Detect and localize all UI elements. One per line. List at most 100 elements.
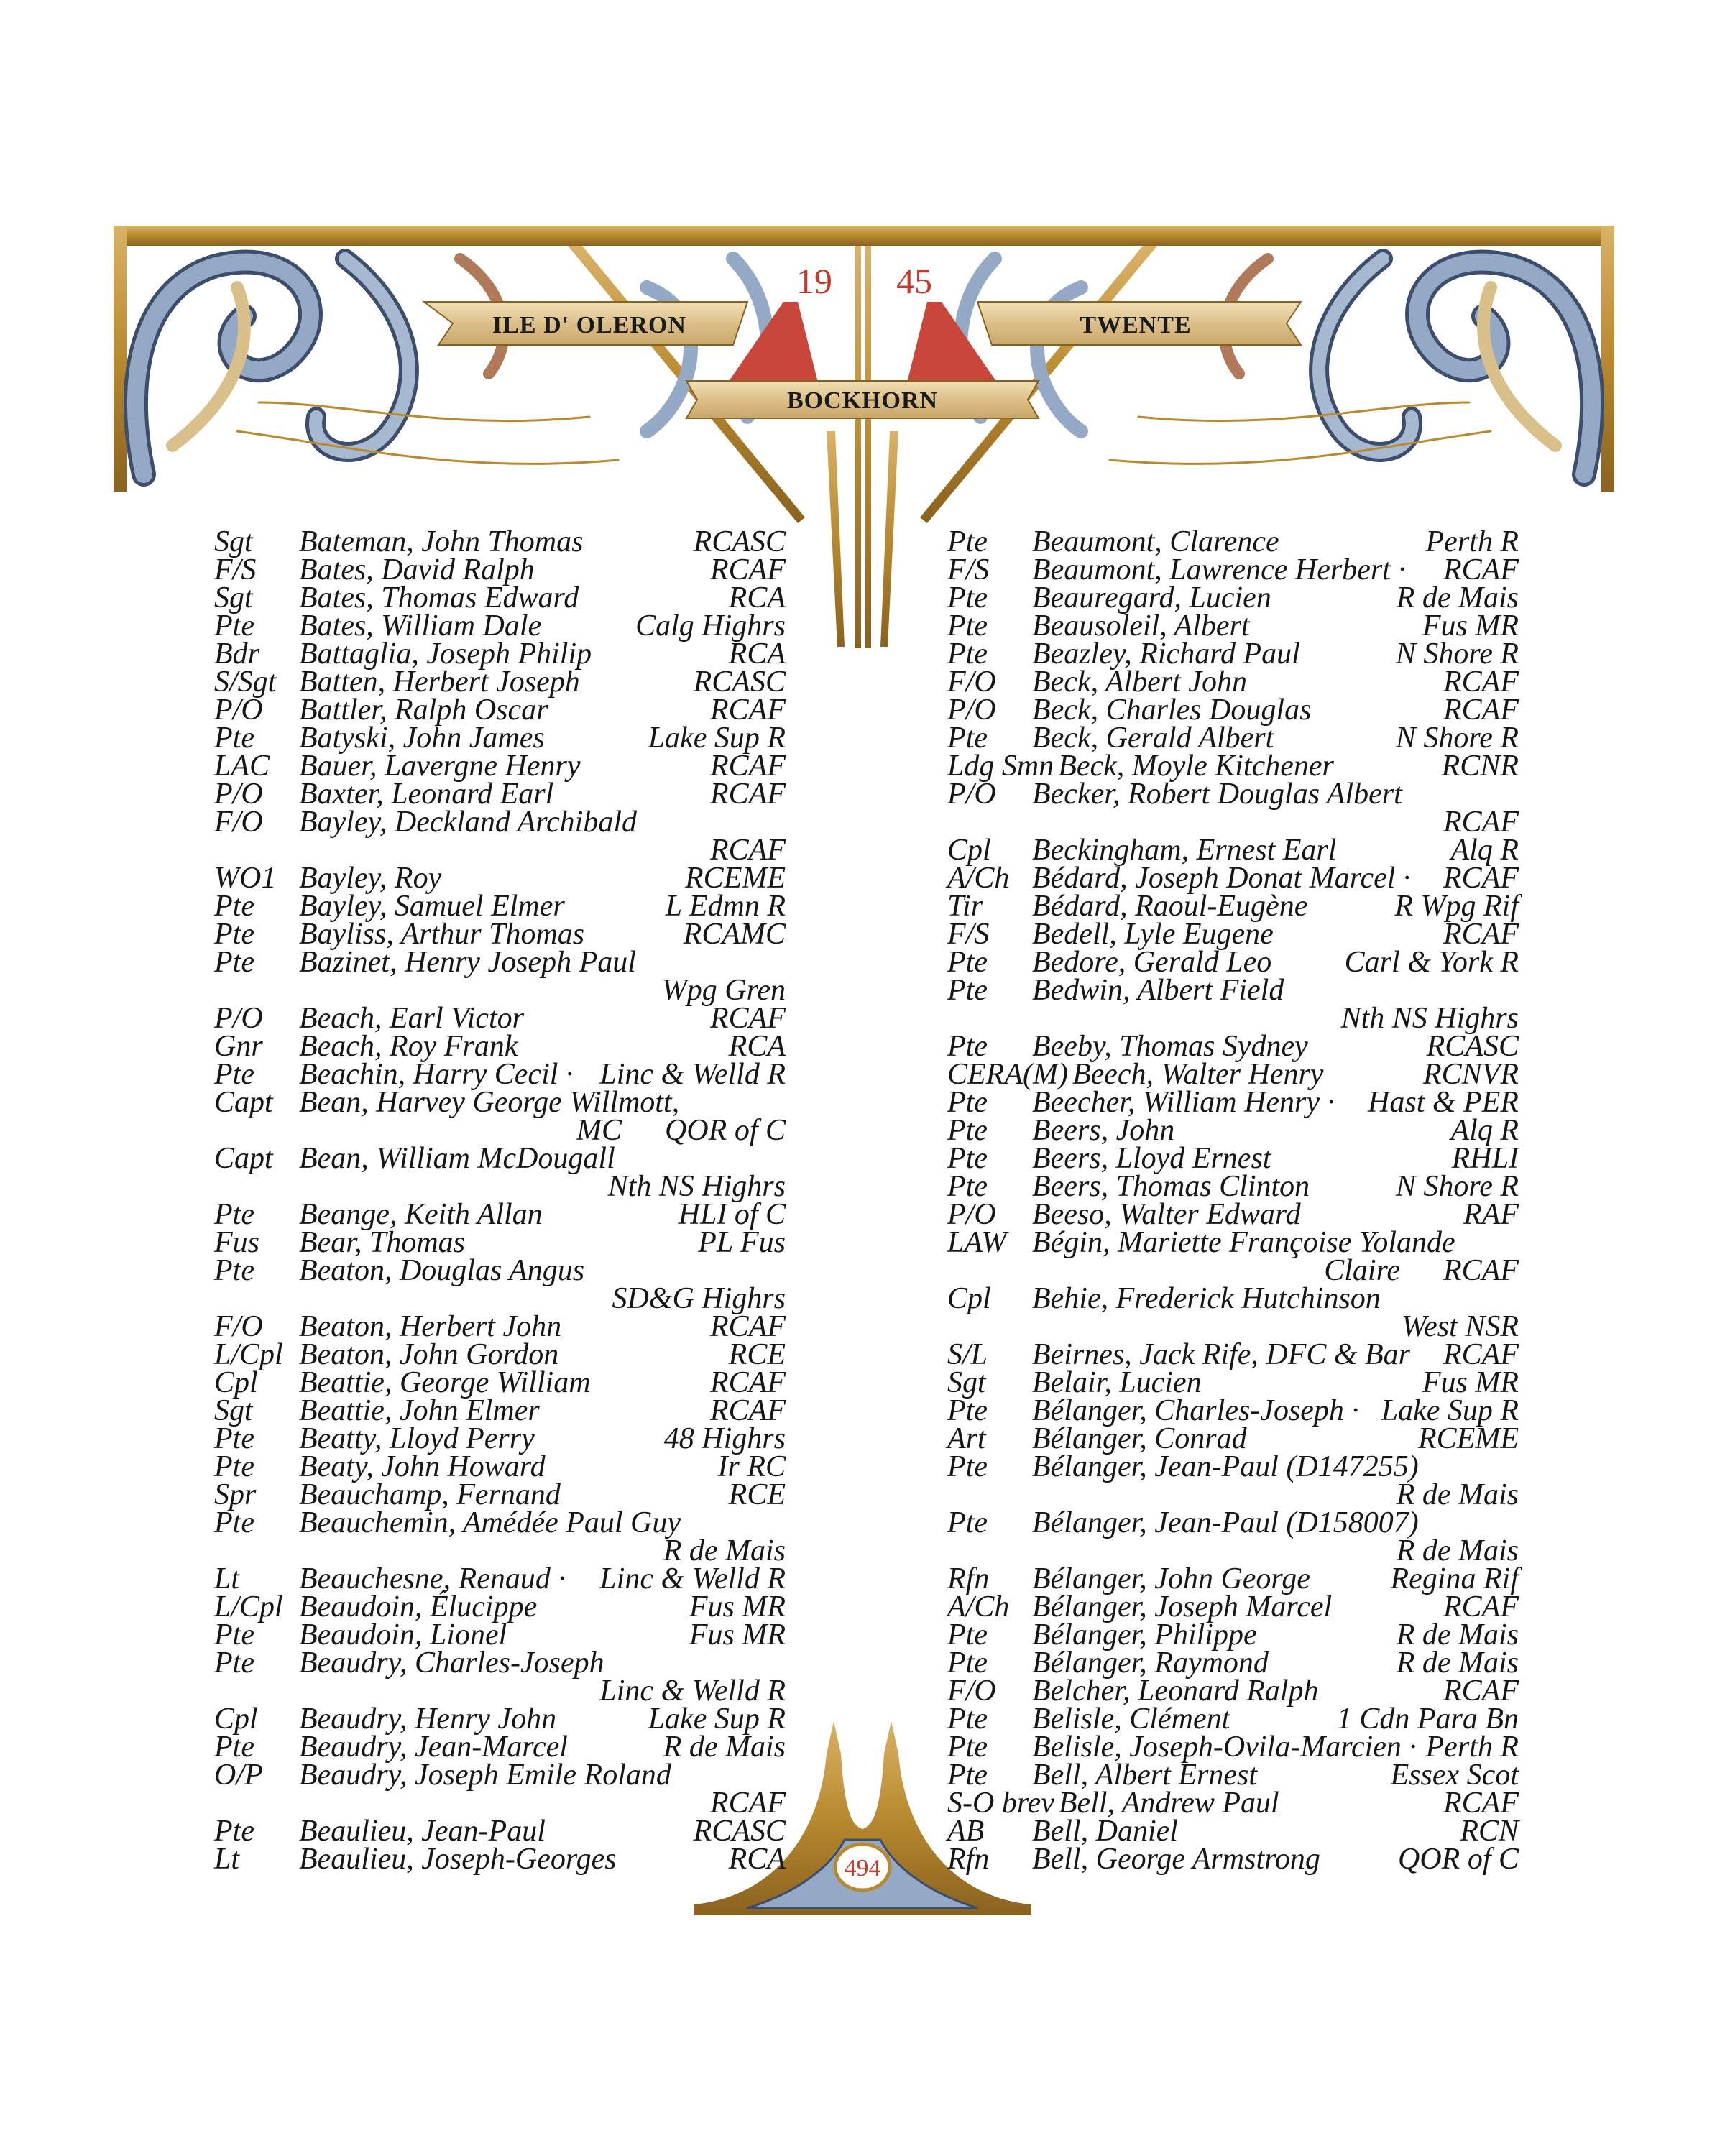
entry-line: P/O Beach, Earl Victor RCAF — [214, 1003, 786, 1033]
entry-line: Pte Beachin, Harry Cecil · Linc & Welld R — [214, 1059, 786, 1089]
name: Beaudoin, Élucippe — [299, 1590, 538, 1623]
rank: S-O brev — [947, 1787, 1054, 1820]
entry-line: Pte Bélanger, Jean-Paul (D158007) — [947, 1508, 1519, 1538]
unit: RCAF — [1443, 694, 1519, 727]
name: Beck, Albert John — [1032, 665, 1247, 699]
entry-line: LAC Bauer, Lavergne Henry RCAF — [214, 750, 786, 783]
name-continuation: Claire — [1324, 1254, 1401, 1287]
entry-line: Pte Belisle, Joseph-Ovila-Marcien · Perth … — [947, 1731, 1519, 1764]
name: Bell, Daniel — [1032, 1815, 1178, 1848]
name: Bateman, John Thomas — [299, 525, 584, 558]
name: Beaulieu, Joseph-Georges — [299, 1843, 617, 1876]
name: Beatty, Lloyd Perry — [299, 1422, 535, 1455]
name: Beech, Walter Henry — [1072, 1058, 1324, 1091]
roll-entry: Fus Bear, Thomas PL Fus — [214, 1226, 786, 1259]
entry-line: Pte Beeby, Thomas Sydney RCASC — [947, 1030, 1519, 1063]
entry-line: L/Cpl Beaudoin, Élucippe Fus MR — [214, 1590, 786, 1623]
name: Bauer, Lavergne Henry — [299, 750, 581, 783]
rank: A/Ch — [947, 862, 1010, 895]
entry-line: Pte Beers, Thomas Clinton N Shore R — [947, 1170, 1519, 1203]
entry-line: Pte Bazinet, Henry Joseph Paul — [214, 947, 786, 977]
name: Beaty, John Howard — [299, 1450, 546, 1483]
rank: Lt — [214, 1843, 240, 1876]
name: Bell, Andrew Paul — [1058, 1787, 1279, 1820]
unit: PL Fus — [698, 1226, 786, 1259]
name: Beaulieu, Jean-Paul — [299, 1815, 546, 1848]
rank: Pte — [947, 974, 988, 1007]
name: Belisle, Joseph-Ovila-Marcien · — [1032, 1731, 1417, 1764]
unit: Carl & York R — [1344, 946, 1519, 979]
rank: P/O — [214, 778, 263, 811]
entry-line-continued: R de Mais — [947, 1480, 1519, 1510]
roll-entry: Pte Bélanger, Jean-Paul (D147255) R de Mai… — [947, 1452, 1519, 1510]
roll-entry: F/S Bates, David Ralph RCAF — [214, 553, 786, 586]
unit: RCAF — [710, 1366, 786, 1399]
unit: RCAF — [1443, 1787, 1519, 1820]
name: Bedell, Lyle Eugene — [1032, 918, 1274, 951]
unit: RCAF — [710, 1787, 786, 1820]
rank: Pte — [214, 1506, 254, 1539]
unit: Fus MR — [1422, 609, 1519, 642]
roll-entry: P/O Beeso, Walter Edward RAF — [947, 1199, 1519, 1230]
roll-entry: Pte Beaulieu, Jean-Paul RCASC — [214, 1815, 786, 1848]
rank: S/L — [947, 1338, 988, 1371]
rank: F/S — [947, 553, 990, 586]
entry-line: P/O Becker, Robert Douglas Albert — [947, 779, 1519, 809]
entry-line: Bdr Battaglia, Joseph Philip RCA — [214, 639, 786, 669]
unit: RCAF — [710, 553, 786, 586]
roll-entry: Pte Bedore, Gerald Leo Carl & York R — [947, 946, 1519, 979]
name: Batyski, John James — [299, 722, 545, 755]
roll-entry: Pte Bates, William Dale Calg Highrs — [214, 611, 786, 641]
roll-entry: Pte Beeby, Thomas Sydney RCASC — [947, 1030, 1519, 1063]
entry-line: Pte Beers, Lloyd Ernest RHLI — [947, 1143, 1519, 1174]
name: Bean, Harvey George Willmott, — [299, 1086, 680, 1119]
entry-line: Pte Beecher, William Henry · Hast & PER — [947, 1087, 1519, 1118]
rank: Pte — [214, 1815, 254, 1848]
rank: Sgt — [214, 525, 253, 558]
entry-line: Sgt Beattie, John Elmer RCAF — [214, 1396, 786, 1426]
entry-line: S/Sgt Batten, Herbert Joseph RCASC — [214, 667, 786, 697]
name: Beauregard, Lucien — [1032, 581, 1271, 614]
unit: Fus MR — [1422, 1366, 1519, 1399]
roll-entry: Sgt Belair, Lucien Fus MR — [947, 1366, 1519, 1399]
roll-entry: Pte Beauregard, Lucien R de Mais — [947, 581, 1519, 614]
unit: N Shore R — [1395, 637, 1519, 671]
roll-entry: CERA(M) Beech, Walter Henry RCNVR — [947, 1058, 1519, 1091]
entry-line-continued: Claire RCAF — [947, 1254, 1519, 1287]
rank: F/S — [214, 553, 257, 586]
entry-line-continued: MC QOR of C — [214, 1115, 786, 1146]
rank: Pte — [947, 1731, 988, 1764]
rank: Capt — [214, 1142, 273, 1175]
rank: Pte — [947, 1170, 988, 1203]
entry-line: Sgt Bates, Thomas Edward RCA — [214, 583, 786, 613]
roll-entry: Pte Bell, Albert Ernest Essex Scot — [947, 1760, 1519, 1790]
unit: Linc & Welld R — [599, 1562, 786, 1595]
unit: RCAF — [710, 1310, 786, 1343]
roll-entry: P/O Becker, Robert Douglas Albert RCAF — [947, 779, 1519, 837]
roll-entry: P/O Beach, Earl Victor RCAF — [214, 1003, 786, 1033]
rank: P/O — [214, 694, 263, 727]
name: Beeby, Thomas Sydney — [1032, 1030, 1308, 1063]
roll-entry: Pte Beauchemin, Amédée Paul Guy R de Mais — [214, 1506, 786, 1566]
name: Bélanger, Raymond — [1032, 1646, 1269, 1680]
banner-right: TWENTE — [976, 301, 1302, 346]
roll-entry: S/Sgt Batten, Herbert Joseph RCASC — [214, 667, 786, 697]
unit: R Wpg Rif — [1394, 890, 1519, 923]
roll-entry: Art Bélanger, Conrad RCEME — [947, 1422, 1519, 1455]
roll-entry: Pte Belisle, Joseph-Ovila-Marcien · Perth … — [947, 1731, 1519, 1764]
name: Belair, Lucien — [1032, 1366, 1202, 1399]
page-number: 494 — [845, 1855, 881, 1881]
roll-entry: A/Ch Bélanger, Joseph Marcel RCAF — [947, 1592, 1519, 1622]
name: Beckingham, Ernest Earl — [1032, 834, 1337, 867]
entry-line: WO1 Bayley, Roy RCEME — [214, 863, 786, 893]
entry-line: S/L Beirnes, Jack Rife, DFC & Bar RCAF — [947, 1338, 1519, 1371]
banner-right-text: TWENTE — [1080, 312, 1191, 338]
unit: Alq R — [1450, 834, 1519, 867]
roll-entry: Rfn Bélanger, John George Regina Rif — [947, 1564, 1519, 1594]
unit: RCEME — [1418, 1422, 1519, 1455]
unit: Fus MR — [689, 1618, 786, 1651]
rank: Pte — [214, 1731, 254, 1764]
roll-entry: O/P Beaudry, Joseph Emile Roland RCAF — [214, 1760, 786, 1820]
unit: Alq R — [1450, 1114, 1519, 1147]
unit: RCAF — [1443, 918, 1519, 951]
